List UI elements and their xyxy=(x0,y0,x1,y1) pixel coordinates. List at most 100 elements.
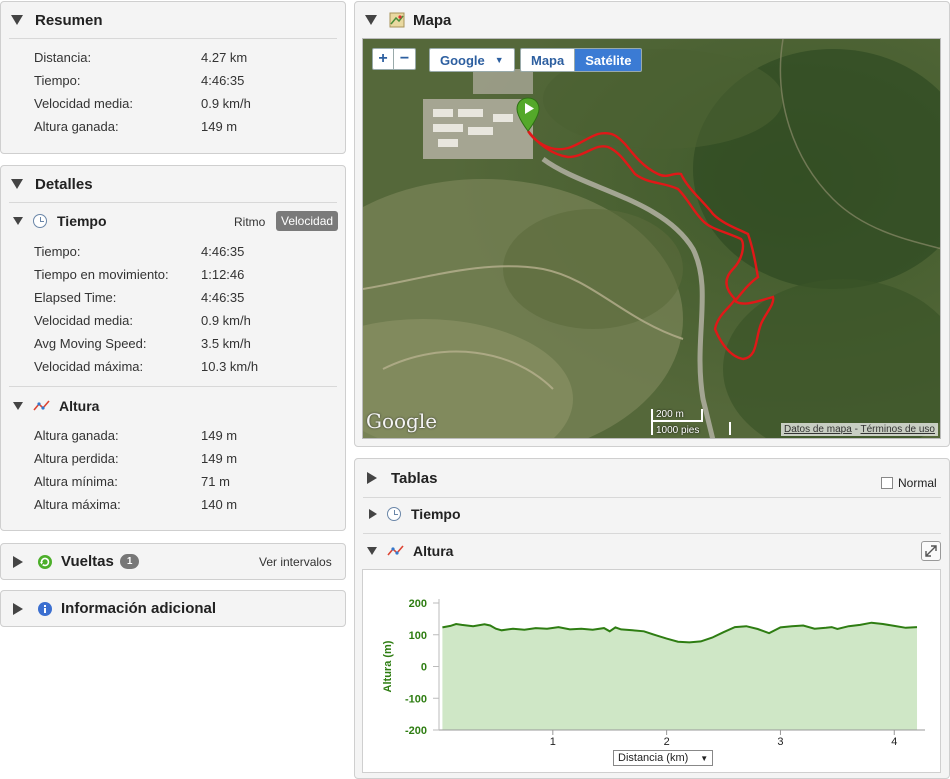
altura-perdida-value: 149 m xyxy=(201,451,238,466)
expand-triangle-icon[interactable] xyxy=(367,472,377,484)
altura-perdida-label: Altura perdida: xyxy=(34,451,119,466)
altura-minima-label: Altura mínima: xyxy=(34,474,118,489)
tablas-tiempo-row[interactable]: Tiempo xyxy=(367,506,461,522)
x-axis-select[interactable]: Distancia (km) ▼ xyxy=(613,750,714,766)
detalles-title: Detalles xyxy=(35,175,93,193)
collapse-triangle-icon[interactable] xyxy=(365,15,377,25)
elevation-chart-icon xyxy=(387,545,404,556)
map-type-mapa-button[interactable]: Mapa xyxy=(520,48,576,72)
info-title: Información adicional xyxy=(61,600,217,617)
zoom-control: + − xyxy=(372,48,416,70)
altura-chart-svg: 200 100 0 -100 -200 1 2 3 4 Altura (m) xyxy=(382,598,925,748)
y-tick-label: 0 xyxy=(421,662,427,674)
velocidad-button[interactable]: Velocidad xyxy=(276,211,339,231)
info-panel[interactable]: Información adicional xyxy=(0,590,346,627)
start-marker-icon[interactable] xyxy=(516,97,540,133)
expand-chart-button[interactable] xyxy=(921,541,941,561)
tiempo-label: Tiempo: xyxy=(34,244,81,259)
detalles-panel: Detalles Tiempo Ritmo Velocidad Tiempo: … xyxy=(0,165,346,531)
normal-checkbox[interactable] xyxy=(881,477,893,489)
x-tick-label: 1 xyxy=(550,736,556,748)
expand-triangle-icon[interactable] xyxy=(13,602,23,615)
ritmo-button[interactable]: Ritmo xyxy=(234,215,266,229)
collapse-triangle-icon[interactable] xyxy=(11,15,23,25)
ver-intervalos-link[interactable]: Ver intervalos xyxy=(259,555,332,569)
scale-imperial-mark xyxy=(651,422,731,435)
tablas-header[interactable]: Tablas xyxy=(355,459,949,497)
map-data-link[interactable]: Datos de mapa xyxy=(783,424,852,435)
altura-title: Altura xyxy=(59,398,100,414)
divider xyxy=(363,497,941,498)
tiempo-value: 4:46:35 xyxy=(201,244,245,259)
collapse-triangle-icon[interactable] xyxy=(13,217,23,225)
resumen-title: Resumen xyxy=(35,11,103,29)
resumen-value-velocidad: 0.9 km/h xyxy=(201,96,251,111)
divider xyxy=(9,386,337,387)
altura-ganada-value: 149 m xyxy=(201,428,238,443)
map-icon xyxy=(389,12,405,28)
satellite-map-imagery xyxy=(363,39,940,438)
elapsed-time-value: 4:46:35 xyxy=(201,290,245,305)
velocidad-media-label: Velocidad media: xyxy=(34,313,134,328)
resumen-label-distancia: Distancia: xyxy=(34,50,92,65)
resumen-label-altura: Altura ganada: xyxy=(34,119,119,134)
elevation-line xyxy=(442,621,918,644)
collapse-triangle-icon[interactable] xyxy=(367,547,377,555)
tiempo-movimiento-label: Tiempo en movimiento: xyxy=(34,267,169,282)
altura-subheader[interactable]: Altura xyxy=(13,398,99,414)
satellite-map[interactable]: + − Google ▼ Mapa Satélite Google 200 m 1… xyxy=(362,38,941,439)
x-axis-select-label: Distancia (km) xyxy=(618,752,689,764)
zoom-in-button[interactable]: + xyxy=(372,48,394,70)
tablas-title: Tablas xyxy=(391,469,438,487)
terms-link[interactable]: Términos de uso xyxy=(860,424,935,435)
normal-checkbox-wrap[interactable]: Normal xyxy=(881,476,937,490)
mapa-title: Mapa xyxy=(413,11,452,29)
gps-track xyxy=(526,130,775,361)
chevron-down-icon: ▼ xyxy=(494,55,504,65)
expand-triangle-icon[interactable] xyxy=(369,509,377,519)
tablas-altura-title: Altura xyxy=(413,543,454,559)
x-tick-label: 3 xyxy=(777,736,783,748)
resumen-label-tiempo: Tiempo: xyxy=(34,73,81,88)
tablas-altura-row[interactable]: Altura xyxy=(367,543,453,559)
tiempo-title: Tiempo xyxy=(57,213,107,229)
divider xyxy=(9,202,337,203)
clock-icon xyxy=(387,507,401,521)
expand-triangle-icon[interactable] xyxy=(13,555,23,568)
map-type-satelite-button[interactable]: Satélite xyxy=(575,48,643,72)
y-tick-label: 100 xyxy=(409,630,427,642)
tablas-tiempo-title: Tiempo xyxy=(411,506,461,522)
altura-ganada-label: Altura ganada: xyxy=(34,428,119,443)
map-type-control: Mapa Satélite xyxy=(520,48,643,72)
info-header[interactable]: Información adicional xyxy=(1,591,345,626)
collapse-triangle-icon[interactable] xyxy=(13,402,23,410)
clock-icon xyxy=(33,214,47,228)
detalles-header[interactable]: Detalles xyxy=(1,166,345,202)
scale-bar: 200 m 1000 pies xyxy=(651,409,733,437)
avg-moving-speed-label: Avg Moving Speed: xyxy=(34,336,147,351)
laps-count-badge: 1 xyxy=(119,554,140,569)
tiempo-movimiento-value: 1:12:46 xyxy=(201,267,245,282)
scale-metric-mark xyxy=(651,409,703,422)
resumen-header[interactable]: Resumen xyxy=(1,2,345,38)
collapse-triangle-icon[interactable] xyxy=(11,179,23,189)
tiempo-subheader[interactable]: Tiempo xyxy=(13,213,107,229)
avg-moving-speed-value: 3.5 km/h xyxy=(201,336,251,351)
map-attribution: Datos de mapa - Términos de uso xyxy=(780,423,938,436)
info-icon xyxy=(38,601,52,616)
vueltas-header[interactable]: Vueltas 1 xyxy=(1,544,345,579)
resumen-value-tiempo: 4:46:35 xyxy=(201,73,245,88)
zoom-out-button[interactable]: − xyxy=(394,48,416,70)
velocidad-maxima-label: Velocidad máxima: xyxy=(34,359,144,374)
divider xyxy=(9,38,337,39)
vueltas-title: Vueltas xyxy=(61,553,114,570)
altura-minima-value: 71 m xyxy=(201,474,230,489)
normal-label: Normal xyxy=(898,476,937,490)
x-tick-label: 4 xyxy=(891,736,897,748)
y-tick-label: 200 xyxy=(409,598,427,610)
vueltas-panel[interactable]: Vueltas 1 Ver intervalos xyxy=(0,543,346,580)
mapa-header[interactable]: Mapa xyxy=(355,2,949,38)
provider-dropdown[interactable]: Google ▼ xyxy=(429,48,515,72)
divider xyxy=(363,533,941,534)
altura-chart: 200 100 0 -100 -200 1 2 3 4 Altura (m) Distancia … xyxy=(362,569,941,773)
